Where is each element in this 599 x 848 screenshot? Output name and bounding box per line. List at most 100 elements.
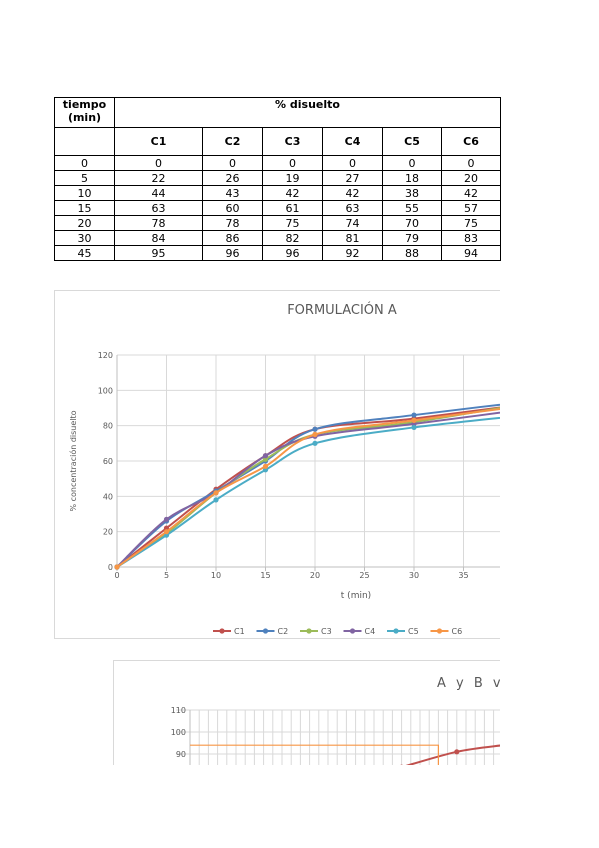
data-point	[213, 497, 219, 503]
cell: 5	[54, 170, 115, 186]
series-line	[116, 406, 500, 568]
cell: 96	[202, 245, 263, 261]
chart-title: A y B vs t	[437, 676, 500, 691]
data-table: tiempo (min)% disuelto C1 C2 C3 C4 C5 C6 0 0 0 0 0 0…	[54, 97, 501, 261]
data-point	[312, 426, 318, 432]
cell: 27	[322, 170, 383, 186]
x-tick-label: 25	[359, 571, 369, 580]
cell: 42	[441, 185, 501, 201]
legend-label: C4	[365, 627, 376, 636]
cell: 0	[114, 155, 203, 171]
chart: FORMULACIÓN A 0 20 40 60 80 100 120 0 5 10 15 20 25 30…	[54, 290, 500, 639]
cell: 42	[322, 185, 383, 201]
table-row: 15 63 60 61 63 55 57	[54, 200, 501, 216]
y-tick-label: 0	[108, 563, 113, 572]
data-point	[262, 453, 269, 459]
cell: 45	[54, 245, 115, 261]
header-cell: C6	[441, 127, 501, 156]
cell: 30	[54, 230, 115, 246]
cell: 0	[202, 155, 263, 171]
header-cell: % disuelto	[114, 97, 501, 128]
cell: 0	[441, 155, 501, 171]
legend-marker	[219, 628, 225, 634]
chart-title: FORMULACIÓN A	[287, 302, 397, 318]
table-row: 45 95 96 96 92 88 94	[54, 245, 501, 261]
cell: 63	[322, 200, 383, 216]
cell: 22	[114, 170, 203, 186]
header-cell: C4	[322, 127, 383, 156]
y-tick-label: 40	[103, 492, 113, 501]
cell: 84	[114, 230, 203, 246]
series-line	[116, 408, 500, 568]
data-point	[454, 749, 460, 755]
cell: 20	[441, 170, 501, 186]
y-tick-label: 90	[176, 750, 186, 759]
y-tick-label: 120	[98, 351, 113, 360]
series-line	[116, 411, 500, 568]
series-line	[116, 407, 500, 568]
cell: 86	[202, 230, 263, 246]
y-tick-label: 100	[98, 386, 113, 395]
data-point	[213, 490, 219, 496]
data-point	[312, 431, 318, 438]
y-tick-label: 20	[103, 528, 113, 537]
cell: 18	[382, 170, 442, 186]
header-cell: C5	[382, 127, 442, 156]
chart: A y B vs t 90 100 110	[113, 660, 500, 765]
series-line	[190, 744, 439, 765]
cell: 61	[262, 200, 323, 216]
y-tick-label: 60	[103, 457, 113, 466]
x-tick-label: 30	[409, 571, 419, 580]
y-tick-label: 100	[171, 728, 186, 737]
cell: 43	[202, 185, 263, 201]
data-point	[312, 440, 318, 446]
data-point	[411, 417, 417, 423]
cell: 74	[322, 215, 383, 231]
header-cell: tiempo (min)	[54, 97, 115, 128]
table-row: 5 22 26 19 27 18 20	[54, 170, 501, 186]
legend-item: C1	[213, 627, 245, 636]
cell: 81	[322, 230, 383, 246]
series-line	[116, 403, 500, 568]
cell: 92	[322, 245, 383, 261]
header-cell: C2	[202, 127, 263, 156]
legend-item: C5	[387, 627, 419, 636]
cell: 20	[54, 215, 115, 231]
cell: 55	[382, 200, 442, 216]
chart-border	[54, 290, 500, 639]
data-point	[163, 516, 170, 522]
cell: 57	[441, 200, 501, 216]
cell: 44	[114, 185, 203, 201]
legend-marker	[306, 628, 312, 634]
y-tick-label: 80	[103, 422, 113, 431]
data-point	[163, 529, 170, 535]
legend-item: C6	[430, 627, 462, 636]
cell: 0	[322, 155, 383, 171]
series-line	[116, 416, 500, 568]
data-point	[114, 564, 120, 570]
x-tick-label: 20	[310, 571, 320, 580]
cell: 79	[382, 230, 442, 246]
cell: 63	[114, 200, 203, 216]
chart-border	[113, 660, 500, 765]
cell: 75	[262, 215, 323, 231]
x-tick-label: 15	[260, 571, 270, 580]
cell: 26	[202, 170, 263, 186]
cell: 96	[262, 245, 323, 261]
legend-item: C4	[343, 627, 376, 636]
y-tick-label: 110	[171, 706, 186, 715]
data-point	[411, 412, 417, 418]
table-row: tiempo (min)% disuelto	[54, 97, 501, 128]
cell: 75	[441, 215, 501, 231]
cell: 95	[114, 245, 203, 261]
table-row: C1 C2 C3 C4 C5 C6	[54, 127, 501, 156]
cell: 82	[262, 230, 323, 246]
chart-frame: A y B vs t 90 100 110	[113, 660, 500, 765]
header-cell: C1	[114, 127, 203, 156]
x-tick-label: 10	[211, 571, 221, 580]
header-cell: C3	[262, 127, 323, 156]
legend-label: C5	[408, 627, 419, 636]
data-point	[262, 463, 269, 469]
